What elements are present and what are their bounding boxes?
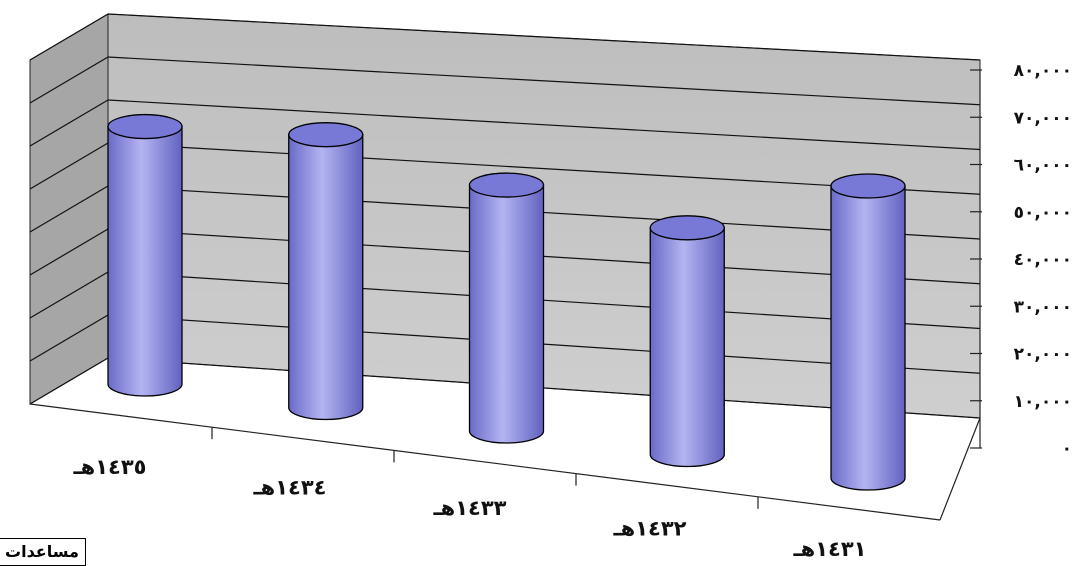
bar-top bbox=[649, 215, 725, 241]
x-category-label: ١٤٣٥هـ bbox=[72, 455, 146, 479]
gridline-side bbox=[29, 185, 109, 233]
bar-body bbox=[288, 134, 364, 421]
x-category-label: ١٤٣١هـ bbox=[792, 537, 866, 561]
y-tick-label: ٦٠,٠٠٠ bbox=[1014, 156, 1072, 176]
bar-body bbox=[107, 125, 183, 397]
y-axis-ticks: ٠ ١٠,٠٠٠ ٢٠,٠٠٠ ٣٠,٠٠٠ ٤٠,٠٠٠ ٥٠,٠٠٠ ٦٠,٠٠٠ ٧٠,… bbox=[970, 61, 1072, 459]
x-category-label: ١٤٣٤هـ bbox=[252, 476, 326, 500]
gridline-side bbox=[29, 13, 109, 61]
gridline bbox=[107, 99, 981, 151]
x-category-label: ١٤٣٣هـ bbox=[432, 496, 506, 520]
gridline-side bbox=[29, 271, 109, 319]
gridline bbox=[107, 56, 981, 106]
x-category-label: ١٤٣٢هـ bbox=[612, 517, 686, 541]
floor-front-edge bbox=[29, 403, 941, 521]
bar-top bbox=[107, 113, 183, 140]
legend: مساعدات bbox=[0, 538, 86, 566]
bar-top bbox=[830, 173, 906, 199]
gridline-side bbox=[29, 56, 109, 104]
y-tick-label: ١٠,٠٠٠ bbox=[1014, 392, 1072, 412]
bars bbox=[107, 113, 906, 491]
gridline-side bbox=[29, 314, 109, 362]
y-tick-label: ٨٠,٠٠٠ bbox=[1014, 61, 1072, 81]
bar bbox=[288, 122, 364, 421]
gridline-side bbox=[29, 228, 109, 276]
bar-body bbox=[830, 185, 906, 491]
gridline-side bbox=[29, 142, 109, 190]
bar bbox=[830, 173, 906, 491]
bar bbox=[107, 113, 183, 397]
bar-top bbox=[288, 122, 364, 148]
y-tick-label: ٢٠,٠٠٠ bbox=[1014, 345, 1072, 365]
chart-floor bbox=[29, 70, 981, 521]
bar-body bbox=[468, 184, 545, 444]
bar bbox=[649, 215, 725, 468]
bar bbox=[468, 172, 545, 444]
y-tick-label: ٥٠,٠٠٠ bbox=[1014, 203, 1072, 223]
bar-top bbox=[468, 172, 545, 198]
y-tick-label: ٣٠,٠٠٠ bbox=[1014, 297, 1072, 317]
x-axis-labels: ١٤٣٥هـ ١٤٣٤هـ ١٤٣٣هـ ١٤٣٢هـ ١٤٣١هـ bbox=[72, 455, 866, 561]
gridline-side bbox=[29, 357, 109, 405]
y-tick-label: ٧٠,٠٠٠ bbox=[1014, 108, 1072, 128]
gridline-side bbox=[29, 99, 109, 147]
floor-right-edge bbox=[939, 417, 981, 521]
bar-body bbox=[649, 227, 725, 468]
y-tick-label: ٠ bbox=[1062, 439, 1072, 459]
legend-label: مساعدات bbox=[5, 542, 79, 561]
y-tick-label: ٤٠,٠٠٠ bbox=[1014, 250, 1072, 270]
gridline bbox=[107, 13, 981, 61]
